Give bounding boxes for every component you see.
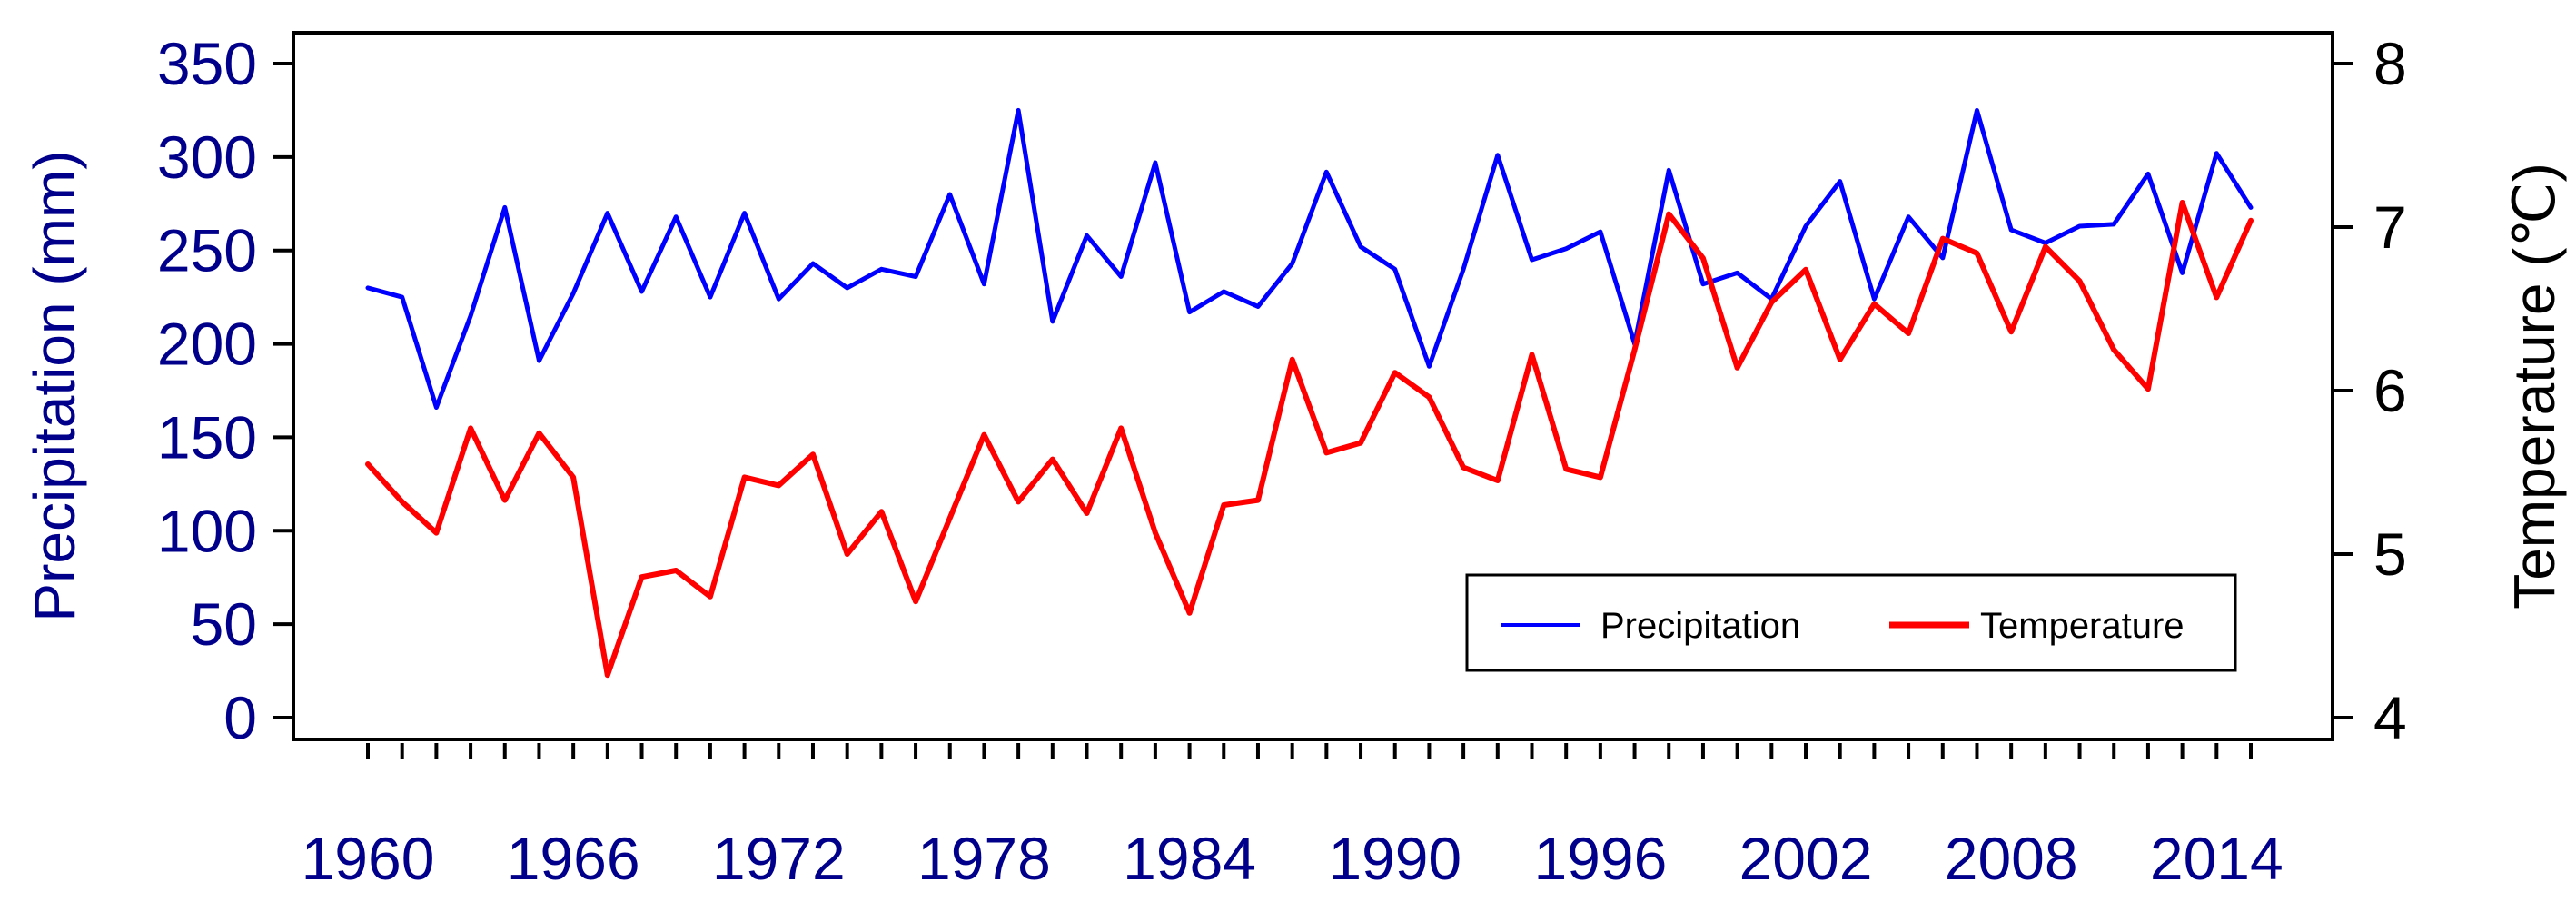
left-tick-label: 50 [191, 590, 257, 658]
plot-frame [292, 31, 2334, 741]
x-tick-label: 2014 [2150, 825, 2284, 892]
x-tick-label: 1984 [1123, 825, 1256, 892]
x-tick-label: 1978 [917, 825, 1051, 892]
legend-box [1465, 573, 2237, 672]
left-tick-label: 250 [157, 217, 257, 284]
right-tick-label: 5 [2373, 520, 2407, 588]
x-tick-label: 2008 [1945, 825, 2078, 892]
y2-axis-title: Temperature (℃) [2502, 163, 2567, 610]
y-axis-title: Precipitation (mm) [22, 150, 87, 621]
x-axis: 1960 1966 1972 1978 1984 1990 1996 2002 2008 2014 [302, 743, 2284, 892]
left-tick-label: 100 [157, 497, 257, 564]
left-tick-label: 350 [157, 30, 257, 97]
legend-label-precipitation: Precipitation [1600, 606, 1800, 646]
legend-label-temperature: Temperature [1980, 606, 2185, 646]
left-axis: 0 50 100 150 200 250 300 350 [157, 30, 293, 751]
right-tick-label: 4 [2373, 684, 2407, 751]
right-axis: 4 5 6 7 8 [2333, 30, 2407, 751]
right-tick-label: 7 [2373, 193, 2407, 261]
right-tick-label: 8 [2373, 30, 2407, 97]
x-tick-label: 1996 [1533, 825, 1667, 892]
x-tick-label: 2002 [1739, 825, 1873, 892]
left-tick-label: 0 [223, 684, 257, 751]
legend: Precipitation Temperature [1465, 573, 2237, 672]
left-tick-label: 200 [157, 311, 257, 378]
left-tick-label: 300 [157, 124, 257, 191]
right-tick-label: 6 [2373, 357, 2407, 424]
x-tick-label: 1966 [507, 825, 640, 892]
series-line-precipitation [365, 107, 2254, 410]
series-layer [365, 107, 2254, 679]
x-tick-label: 1972 [712, 825, 846, 892]
series-line-temperature [365, 200, 2254, 679]
x-tick-label: 1990 [1328, 825, 1461, 892]
x-tick-label: 1960 [302, 825, 435, 892]
left-tick-label: 150 [157, 403, 257, 471]
